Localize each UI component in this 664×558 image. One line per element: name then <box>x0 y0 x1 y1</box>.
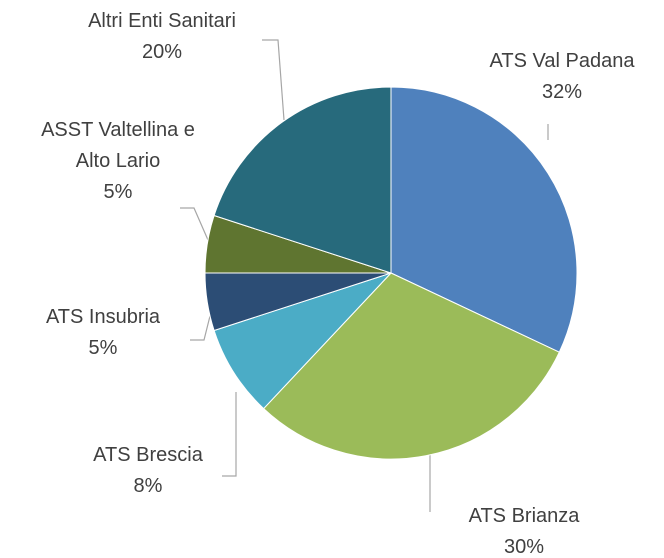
category-name: Altri Enti Sanitari <box>88 10 236 32</box>
slice-label: ATS Insubria 5% <box>3 302 203 364</box>
category-name: ATS Insubria <box>45 306 161 328</box>
percent-label: 8% <box>133 475 163 497</box>
slice-label: ATS Val Padana 32% <box>462 46 662 108</box>
percent-label: 5% <box>103 181 133 203</box>
slice-label: ATS Brescia 8% <box>48 440 248 502</box>
leader-line <box>180 207 209 241</box>
leader-lines <box>180 39 549 512</box>
category-name: ATS Brianza <box>468 505 580 527</box>
leader-line <box>262 39 285 121</box>
category-name: ASST Valtellina e Alto Lario <box>41 119 195 172</box>
leader-line <box>222 392 237 477</box>
slice-label: ATS Brianza 30% <box>424 501 624 558</box>
pie-slice <box>262 272 560 460</box>
category-name: ATS Brescia <box>93 444 203 466</box>
slice-label: ASST Valtellina e Alto Lario 5% <box>13 115 223 208</box>
slice-label: Altri Enti Sanitari 20% <box>52 6 272 68</box>
percent-label: 5% <box>88 337 118 359</box>
percent-label: 32% <box>541 81 583 103</box>
pie-slice <box>390 86 578 353</box>
percent-label: 30% <box>503 536 545 558</box>
category-name: ATS Val Padana <box>489 50 635 72</box>
pie-slice <box>213 272 392 410</box>
leader-line <box>190 315 211 341</box>
pie-slice <box>213 86 392 274</box>
percent-label: 20% <box>141 41 183 63</box>
